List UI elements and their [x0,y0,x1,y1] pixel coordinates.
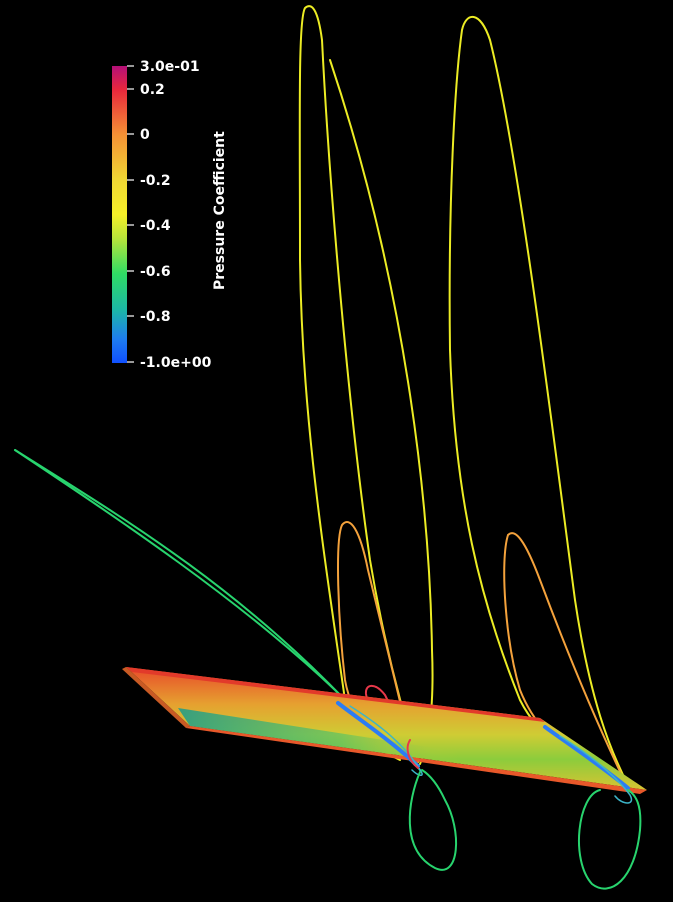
wing-upper-surface [126,667,647,790]
streamline-yellow-loop [448,15,629,786]
colorbar-title: Pressure Coefficient [212,131,228,290]
colorbar-tick-label: -1.0e+00 [140,355,212,371]
colorbar-tick-label: 0.2 [140,82,165,98]
colorbar-tick-label: -0.8 [140,309,171,325]
streamline-yellow-loop [329,59,434,765]
wing-leading-edge [126,667,545,722]
streamline-red-loop [406,739,419,769]
streamline-green-lower-loop [408,769,458,871]
streamline-green-lower-loop [578,789,642,890]
colorbar-ticks [127,65,134,363]
wing-lower-shading [178,708,647,790]
colorbar-tick-label: -0.4 [140,218,171,234]
streamlines-front [336,701,642,890]
colorbar-tick-label: 0 [140,127,150,143]
streamline-blue-core [543,725,630,790]
streamline-yellow-loop [298,5,419,763]
wing-surface [122,667,647,794]
colorbar-tick-label: -0.6 [140,264,171,280]
colorbar-legend: 3.0e-01 0.2 0 -0.2 -0.4 -0.6 -0.8 -1.0e+… [112,59,228,371]
streamlines-back [14,5,629,786]
wing-trailing-edge [186,726,647,794]
colorbar-gradient [112,66,127,363]
wing-tip-edge [122,667,190,728]
streamline-cyan-swirl [559,735,633,804]
colorbar-tick-label: -0.2 [140,173,171,189]
colorbar-tick-label: 3.0e-01 [140,59,200,75]
